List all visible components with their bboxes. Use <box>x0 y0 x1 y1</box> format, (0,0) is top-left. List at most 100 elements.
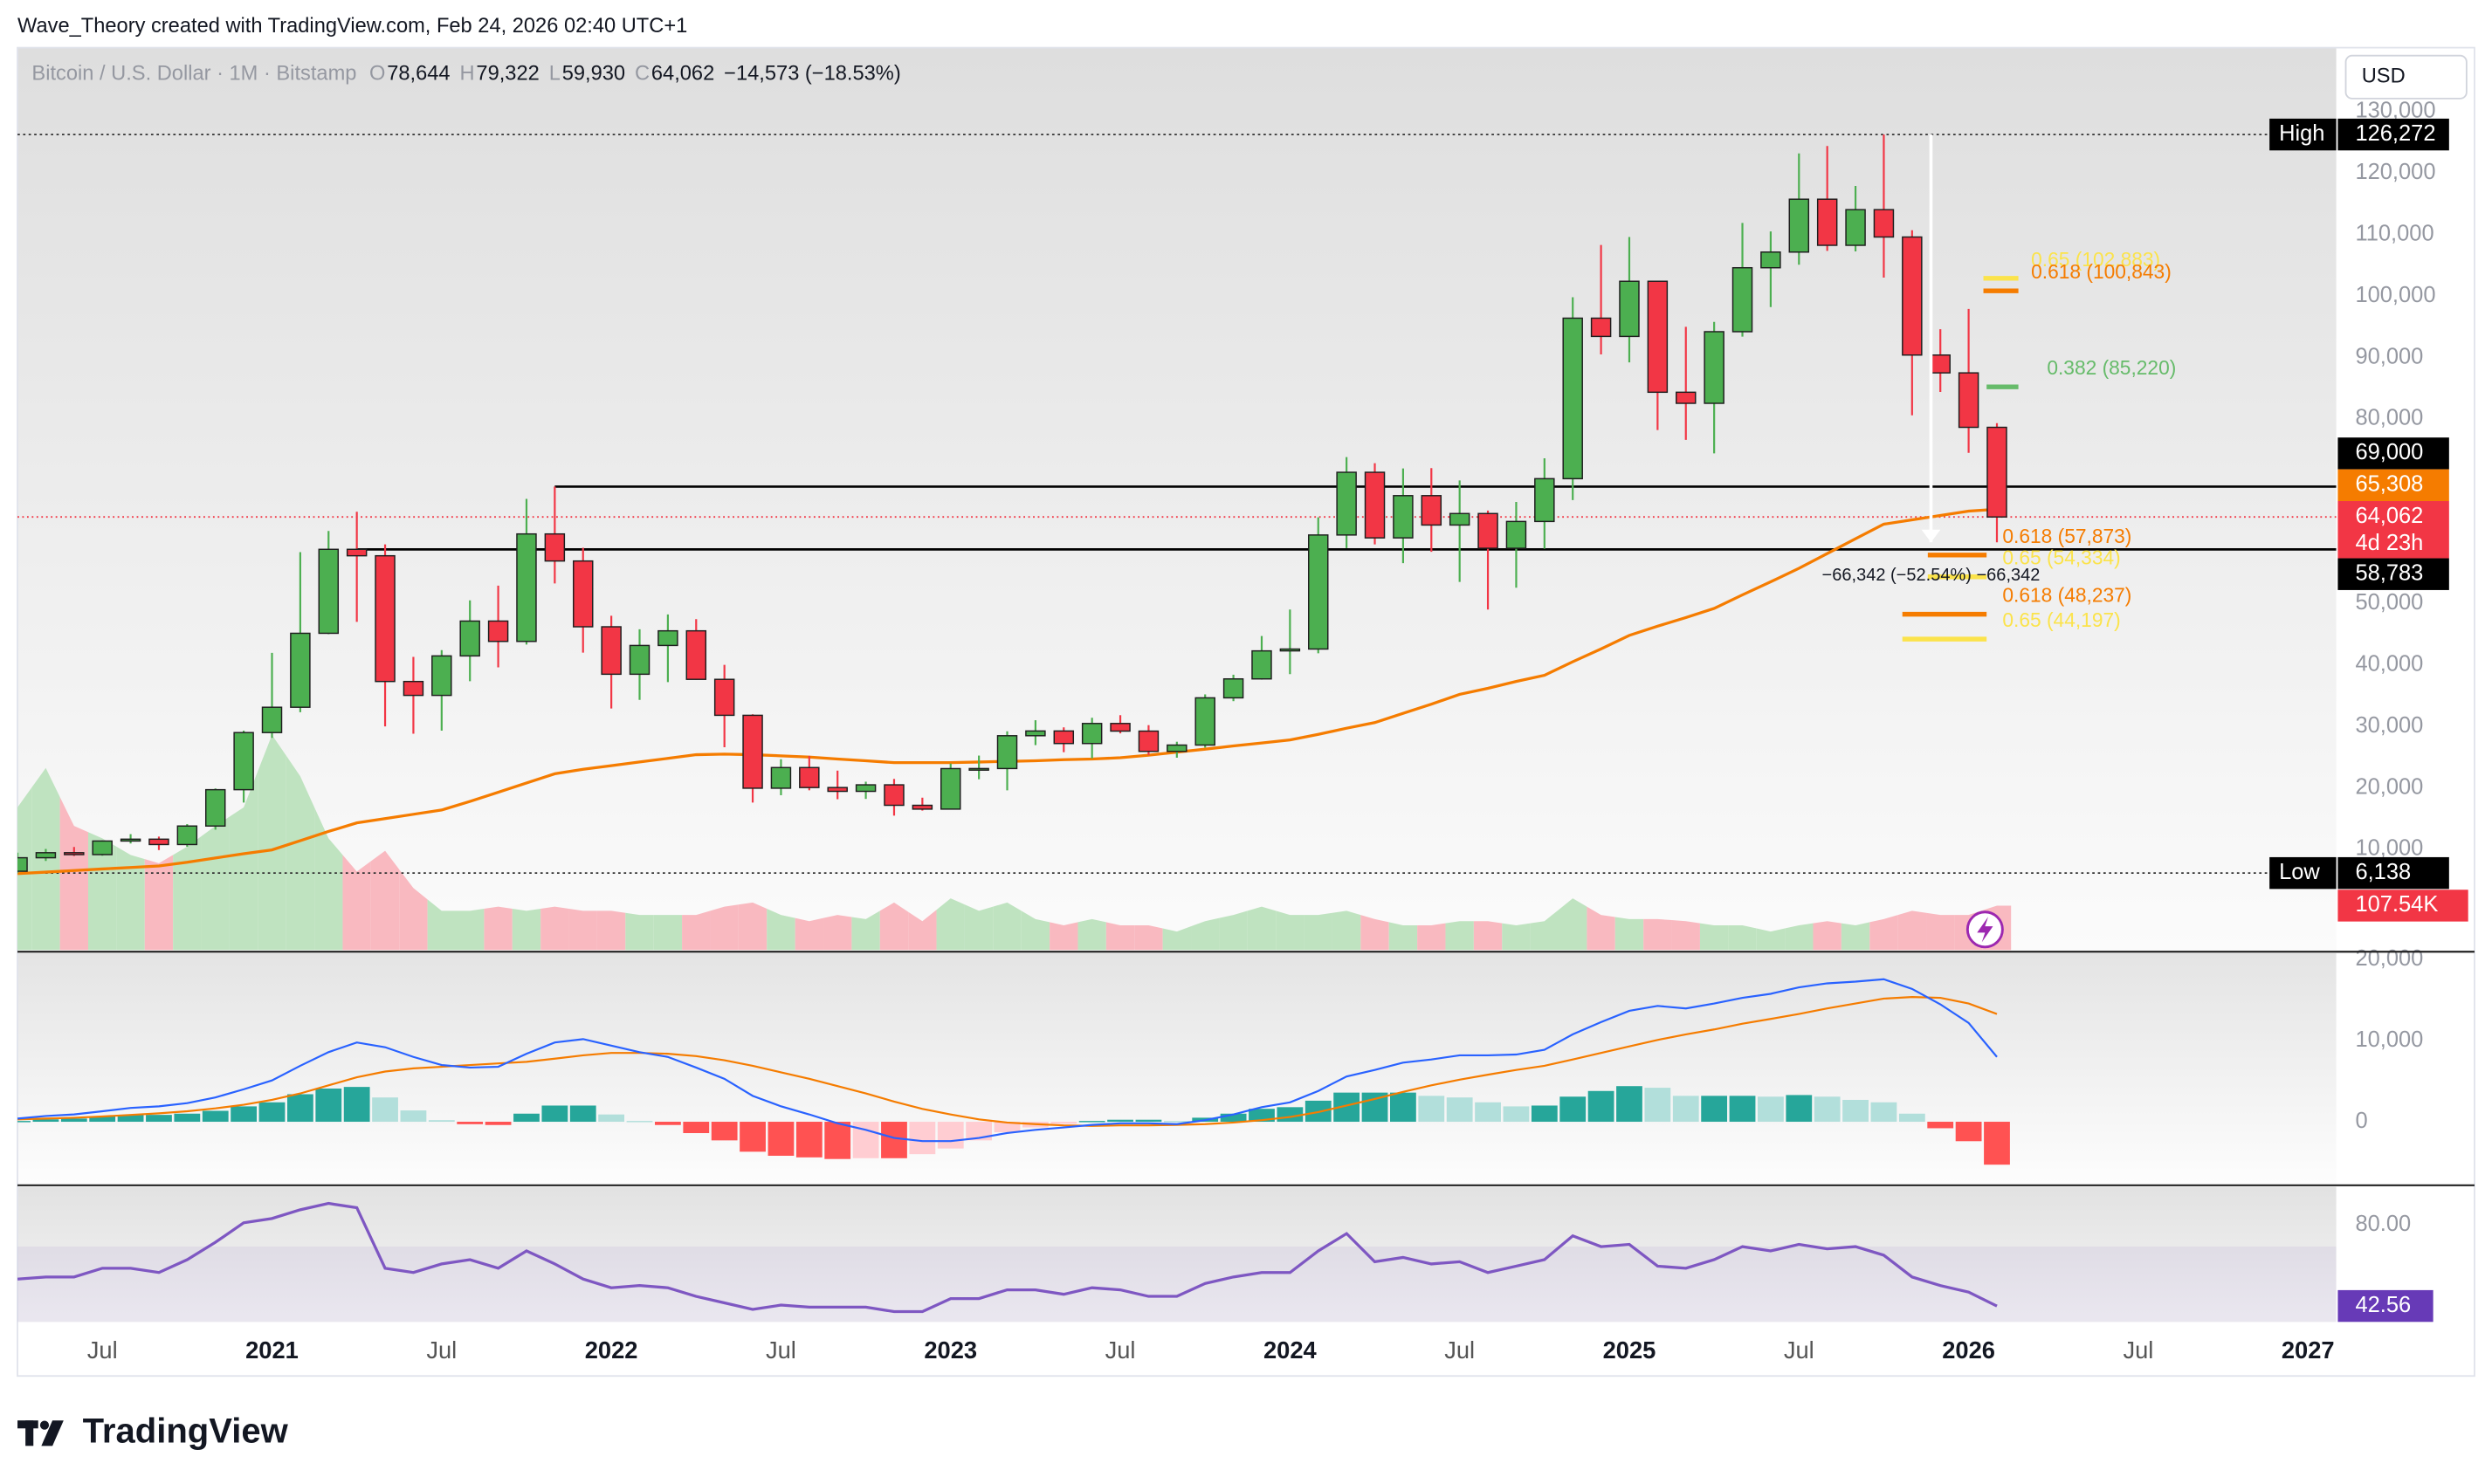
volume-area <box>767 909 795 951</box>
y-tick-label: 20,000 <box>2355 946 2423 971</box>
macd-histogram-bar <box>1587 1090 1614 1123</box>
x-tick-label: 2022 <box>585 1336 638 1364</box>
legend-item: H <box>460 63 475 86</box>
candle-body <box>318 548 340 635</box>
candle-body <box>685 629 707 680</box>
macd-histogram-bar <box>258 1102 286 1123</box>
volume-area <box>1926 912 1955 951</box>
candle-body <box>1138 730 1160 752</box>
y-tick-label: 120,000 <box>2355 160 2435 184</box>
candle-body <box>855 784 877 793</box>
candle-body <box>1110 723 1131 732</box>
candle-body <box>1902 236 1923 356</box>
macd-histogram-bar <box>1078 1121 1105 1123</box>
candle-body <box>1167 744 1187 752</box>
y-tick-label: 110,000 <box>2355 221 2433 245</box>
macd-histogram-bar <box>1616 1086 1642 1123</box>
macd-histogram-bar <box>1107 1119 1133 1123</box>
candle-body <box>375 554 396 683</box>
candle-body <box>1731 266 1753 333</box>
price-badge-label: 6,138 <box>2355 860 2411 884</box>
candle-body <box>601 626 622 676</box>
volume-area <box>964 904 994 951</box>
price-badge-tag-label: Low <box>2279 860 2320 884</box>
macd-histogram-bar <box>32 1119 59 1123</box>
price-badge-tag-label: High <box>2279 121 2324 146</box>
x-tick-label: Jul <box>1784 1336 1814 1364</box>
volume-area <box>314 807 343 951</box>
candle-body <box>884 784 905 807</box>
candle-body <box>346 548 368 557</box>
volume-area <box>1050 922 1078 951</box>
volume-area <box>370 850 400 951</box>
rsi-badge <box>2337 1289 2433 1323</box>
brand: TradingView <box>83 1412 289 1450</box>
candle-body <box>1958 372 1979 429</box>
candle-body <box>487 620 509 642</box>
macd-histogram-bar <box>569 1105 596 1123</box>
candle-body <box>1421 495 1442 526</box>
x-tick-label: 2021 <box>245 1336 299 1364</box>
macd-histogram-bar <box>598 1114 625 1123</box>
fib-label: 0.618 (57,873) <box>2002 525 2131 547</box>
volume-area <box>1219 910 1248 951</box>
candle-body <box>233 732 254 791</box>
volume-area <box>484 906 513 951</box>
macd-histogram-bar <box>1814 1096 1841 1123</box>
y-tick-label: 50,000 <box>2355 590 2423 615</box>
macd-histogram-bar <box>1163 1121 1190 1123</box>
candle-body <box>1336 471 1357 536</box>
volume-area <box>1105 922 1135 951</box>
currency[interactable]: USD <box>2362 65 2406 88</box>
candle-body <box>713 678 735 717</box>
price-badge-countdown: 4d 23h <box>2355 531 2423 555</box>
price-badge-tag <box>2269 856 2337 890</box>
x-tick-label: Jul <box>766 1336 796 1364</box>
macd-histogram-bar <box>768 1122 795 1156</box>
candle-body <box>968 767 989 771</box>
macd-histogram-bar <box>231 1106 258 1123</box>
signal-line <box>17 996 1998 1127</box>
macd-histogram-bar <box>909 1122 936 1155</box>
legend: Bitcoin / U.S. Dollar · 1M · Bitstamp O 78… <box>31 63 900 86</box>
macd-layer <box>17 978 2010 1165</box>
macd-histogram-bar <box>1503 1106 1530 1123</box>
macd-histogram-bar <box>89 1116 116 1123</box>
macd-histogram-bar <box>513 1113 540 1123</box>
legend-item: 64,062 <box>651 63 714 86</box>
candle-body <box>770 766 792 789</box>
candle-body <box>204 788 226 827</box>
price-badge-label: 65,308 <box>2355 472 2423 497</box>
volume-area <box>201 816 230 951</box>
x-tick-label: 2025 <box>1603 1336 1656 1364</box>
frame <box>17 46 2475 1378</box>
candle-body <box>940 767 961 810</box>
candle-body <box>1619 280 1640 338</box>
volume-area <box>1587 906 1615 951</box>
candle-body <box>1393 495 1414 539</box>
volume-area <box>427 899 457 951</box>
legend-item: 59,930 <box>562 63 625 86</box>
macd-histogram-bar <box>315 1088 342 1123</box>
macd-histogram-bar <box>1559 1096 1587 1123</box>
price-badge <box>2337 469 2449 502</box>
macd-histogram-bar <box>937 1122 964 1149</box>
volume-area <box>795 917 824 951</box>
currency-button[interactable] <box>2344 54 2468 100</box>
legend-item: L <box>549 63 561 86</box>
volume-area <box>1473 921 1503 951</box>
volume-area <box>879 902 909 951</box>
y-tick-label: 0 <box>2355 1109 2367 1133</box>
volume-area <box>1614 917 1644 951</box>
candle-body <box>1194 697 1215 746</box>
y-tick-label: 80.00 <box>2355 1212 2411 1236</box>
rsi-pane <box>17 1186 2337 1323</box>
price-badge-tag <box>2269 118 2337 151</box>
measure-label: −66,342 (−52.54%) −66,342 <box>1822 566 2041 585</box>
candle-body <box>657 629 678 647</box>
macd-histogram-bar <box>372 1097 398 1123</box>
price-badge-label: 126,272 <box>2355 121 2435 146</box>
candle-body <box>1986 426 2007 518</box>
volume-area <box>1304 912 1332 951</box>
macd-histogram-bar <box>174 1113 201 1123</box>
